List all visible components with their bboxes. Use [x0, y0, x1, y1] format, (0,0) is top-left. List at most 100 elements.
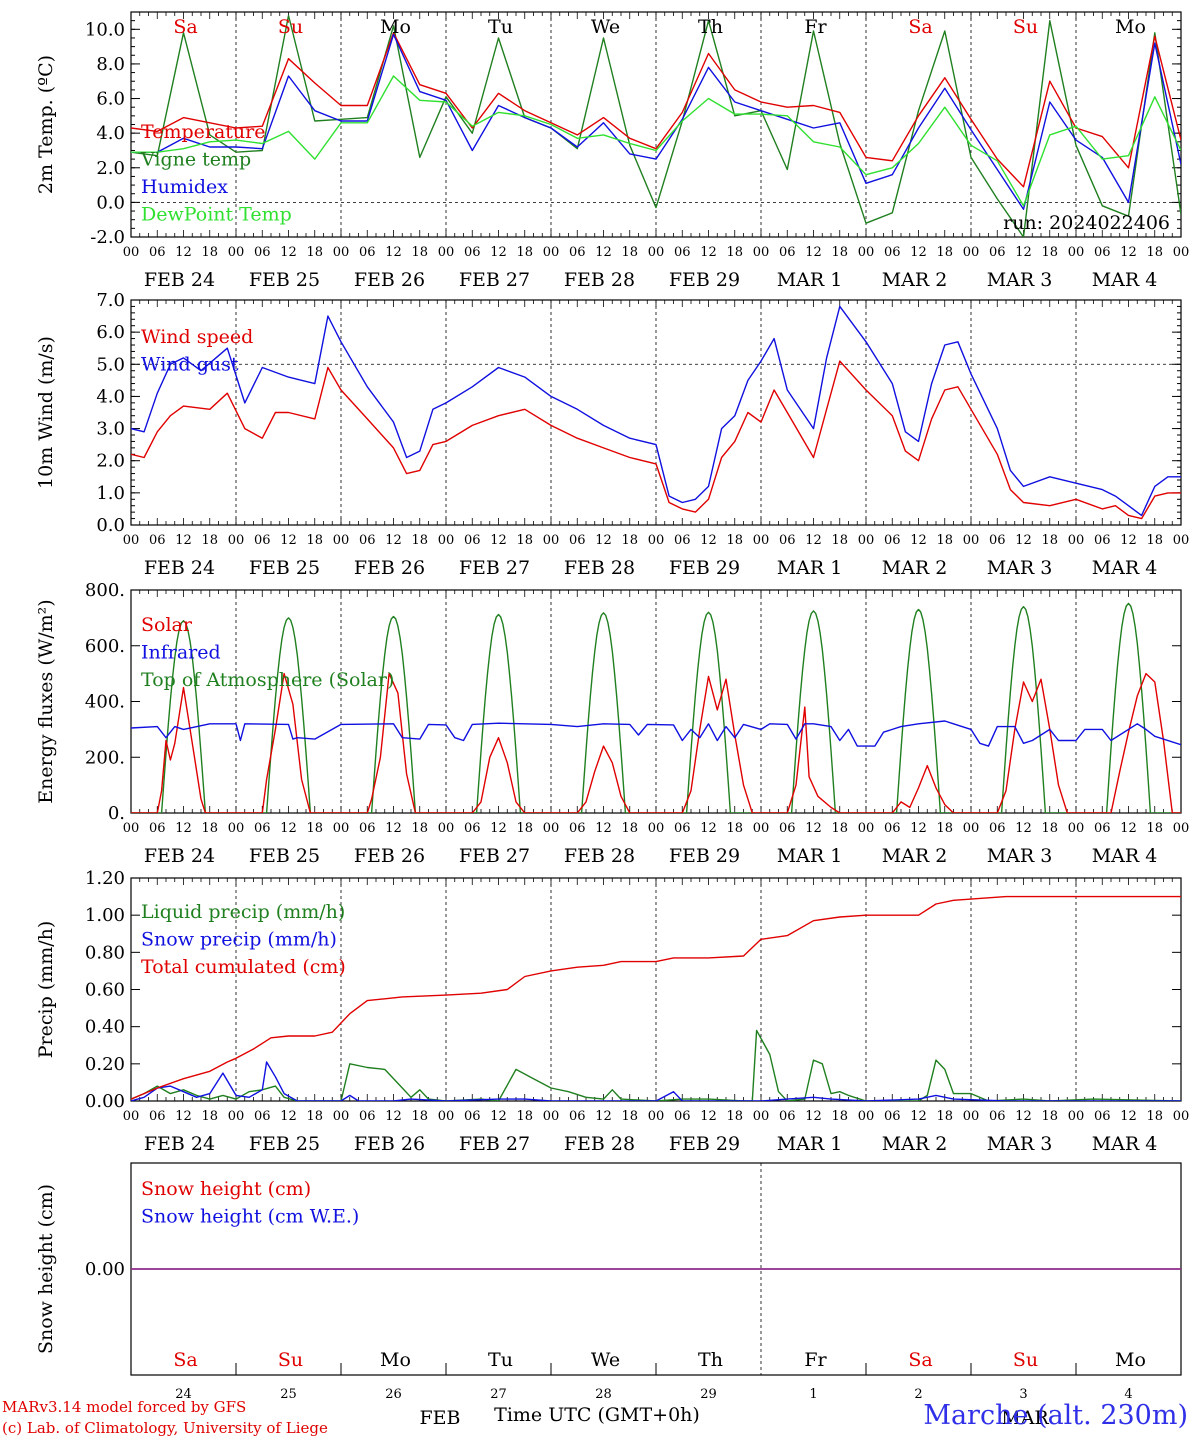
- month-label-mar: MAR: [1001, 1407, 1049, 1429]
- hour-tick-label: 12: [910, 533, 927, 548]
- date-label: FEB 29: [669, 557, 740, 579]
- y-tick-label: 800.: [85, 580, 125, 601]
- y-axis-title: Energy fluxes (W/m²): [35, 599, 57, 803]
- hour-tick-label: 18: [936, 245, 953, 260]
- y-tick-label: -2.0: [90, 227, 125, 248]
- hour-tick-label: 06: [464, 245, 481, 260]
- series-group: [131, 602, 1181, 813]
- day-number: 4: [1124, 1387, 1132, 1402]
- hour-tick-label: 12: [490, 1109, 507, 1124]
- hour-tick-label: 00: [228, 533, 245, 548]
- hour-tick-label: 00: [333, 821, 350, 836]
- hour-tick-label: 06: [989, 533, 1006, 548]
- hour-tick-label: 00: [228, 1109, 245, 1124]
- hour-tick-label: 12: [805, 1109, 822, 1124]
- day-abbrev-top: We: [591, 16, 620, 38]
- hour-tick-label: 18: [201, 533, 218, 548]
- legend-entry: Snow height (cm W.E.): [141, 1206, 359, 1228]
- hour-tick-label: 06: [779, 533, 796, 548]
- y-tick-label: 600.: [85, 636, 125, 657]
- date-label: FEB 27: [459, 269, 530, 291]
- day-abbrev-top: Fr: [804, 16, 827, 38]
- hour-tick-label: 00: [438, 821, 455, 836]
- hour-tick-label: 06: [884, 821, 901, 836]
- legend-entry: Solar: [141, 614, 193, 636]
- hour-tick-label: 06: [989, 245, 1006, 260]
- y-tick-label: 0.40: [85, 1017, 125, 1038]
- series-line-vigne-temp: [131, 14, 1181, 237]
- hour-tick-label: 06: [674, 1109, 691, 1124]
- hour-tick-label: 12: [595, 821, 612, 836]
- legend-entry: Liquid precip (mm/h): [141, 901, 345, 923]
- hour-tick-label: 06: [149, 245, 166, 260]
- y-tick-label: 4.0: [96, 386, 125, 407]
- day-abbrev-top: Mo: [1115, 16, 1146, 38]
- hour-tick-label: 00: [1173, 533, 1190, 548]
- hour-tick-label: 00: [753, 1109, 770, 1124]
- hour-tick-label: 18: [726, 1109, 743, 1124]
- hour-tick-label: 18: [1041, 533, 1058, 548]
- date-label: FEB 25: [249, 1133, 320, 1155]
- hour-tick-label: 12: [175, 245, 192, 260]
- hour-tick-label: 18: [201, 1109, 218, 1124]
- hour-tick-label: 00: [753, 533, 770, 548]
- y-tick-label: 1.00: [85, 905, 125, 926]
- legend-entry: DewPoint Temp: [141, 204, 292, 226]
- date-label: FEB 28: [564, 1133, 635, 1155]
- hour-tick-label: 06: [569, 1109, 586, 1124]
- hour-tick-label: 06: [254, 821, 271, 836]
- date-label: FEB 27: [459, 845, 530, 867]
- series-line-wind-speed: [131, 360, 1181, 520]
- hour-tick-label: 00: [123, 1109, 140, 1124]
- series-group: [131, 895, 1181, 1101]
- y-axis-title: 10m Wind (m/s): [35, 336, 57, 489]
- hour-tick-label: 12: [280, 533, 297, 548]
- y-axis-title: Snow height (cm): [35, 1184, 57, 1354]
- hour-tick-label: 18: [1041, 1109, 1058, 1124]
- panel-4: 0.00 0.20 0.40 0.60 0.80 1.00 1.20 Precip (mm/h…: [35, 868, 1189, 1155]
- day-number: 3: [1019, 1387, 1027, 1402]
- hour-tick-label: 06: [254, 245, 271, 260]
- y-tick-label: 2.0: [96, 451, 125, 472]
- hour-tick-label: 12: [1120, 245, 1137, 260]
- hour-tick-label: 06: [1094, 245, 1111, 260]
- hour-tick-label: 18: [831, 533, 848, 548]
- hour-tick-label: 18: [726, 821, 743, 836]
- hour-tick-label: 18: [621, 1109, 638, 1124]
- date-label: FEB 29: [669, 845, 740, 867]
- hour-tick-label: 00: [963, 821, 980, 836]
- hour-tick-label: 00: [963, 245, 980, 260]
- legend-entry: Snow precip (mm/h): [141, 929, 337, 951]
- hour-tick-label: 18: [516, 821, 533, 836]
- day-abbrev-top: Tu: [488, 16, 513, 38]
- hour-tick-label: 06: [674, 533, 691, 548]
- hour-tick-label: 12: [805, 821, 822, 836]
- hour-tick-label: 00: [648, 245, 665, 260]
- hour-tick-label: 12: [280, 821, 297, 836]
- hour-tick-label: 12: [700, 1109, 717, 1124]
- hour-tick-label: 00: [228, 821, 245, 836]
- hour-tick-label: 06: [149, 821, 166, 836]
- hour-tick-label: 12: [280, 1109, 297, 1124]
- hour-tick-label: 00: [648, 533, 665, 548]
- hour-tick-label: 12: [385, 821, 402, 836]
- y-tick-label: 0.0: [96, 515, 125, 536]
- hour-tick-label: 00: [228, 245, 245, 260]
- panel-3: 0. 200. 400. 600. 800. Energy fluxes (W/m²) So…: [35, 580, 1189, 867]
- hour-tick-label: 18: [306, 245, 323, 260]
- day-abbrev-bottom: We: [591, 1349, 620, 1371]
- x-axis-title: Time UTC (GMT+0h): [494, 1404, 700, 1426]
- series-line-infrared: [131, 720, 1181, 747]
- y-tick-label: 0.80: [85, 942, 125, 963]
- hour-tick-label: 06: [359, 533, 376, 548]
- date-label: FEB 28: [564, 845, 635, 867]
- series-line-solar: [131, 672, 1181, 813]
- hour-tick-label: 18: [411, 1109, 428, 1124]
- date-label: MAR 4: [1092, 557, 1158, 579]
- date-label: FEB 26: [354, 845, 425, 867]
- station-label: Marche (alt. 230m): [923, 1400, 1188, 1431]
- hour-tick-label: 00: [333, 245, 350, 260]
- y-axis-title: Precip (mm/h): [35, 921, 57, 1059]
